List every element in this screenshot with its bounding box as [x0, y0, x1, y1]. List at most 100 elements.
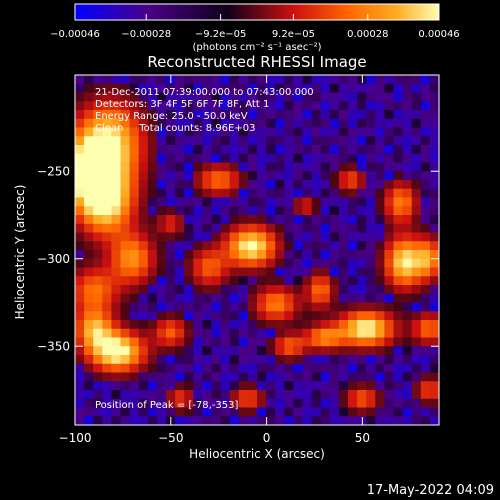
heatmap-cell [311, 153, 322, 163]
heatmap-cell [275, 153, 285, 163]
heatmap-cell [147, 372, 158, 382]
heatmap-cell [84, 241, 94, 251]
heatmap-cell [293, 398, 303, 408]
heatmap-cell [220, 145, 231, 155]
heatmap-cell [184, 355, 194, 365]
heatmap-cell [338, 92, 349, 102]
heatmap-cell [366, 363, 376, 373]
heatmap-cell [129, 407, 140, 417]
heatmap-cell [375, 381, 385, 391]
heatmap-cell [348, 145, 358, 155]
heatmap-cell [147, 153, 158, 163]
heatmap-cell [293, 320, 303, 330]
heatmap-cell [211, 101, 221, 111]
heatmap-cell [302, 346, 312, 356]
heatmap-cell [411, 241, 422, 251]
heatmap-cell [175, 145, 185, 155]
heatmap-cell [275, 276, 285, 286]
heatmap-cell [384, 171, 394, 181]
heatmap-cell [247, 101, 258, 111]
heatmap-cell [229, 398, 240, 408]
heatmap-cell [129, 153, 140, 163]
heatmap-cell [211, 346, 221, 356]
heatmap-cell [229, 101, 240, 111]
heatmap-cell [147, 232, 158, 242]
heatmap-cell [166, 267, 176, 277]
x-axis-ticks: −100 −50 0 50 [59, 75, 370, 445]
heatmap-cell [184, 398, 194, 408]
heatmap-cell [293, 127, 303, 137]
heatmap-cell [420, 153, 431, 163]
heatmap-cell [384, 346, 394, 356]
heatmap-cell [175, 285, 185, 295]
heatmap-cell [257, 92, 267, 102]
heatmap-cell [348, 320, 358, 330]
heatmap-cell [275, 215, 285, 225]
heatmap-cell [84, 416, 94, 426]
heatmap-cell [93, 75, 103, 85]
heatmap-cell [275, 197, 285, 207]
heatmap-cell [275, 390, 285, 400]
heatmap-cell [420, 232, 431, 242]
heatmap-cell [129, 101, 140, 111]
heatmap-cell [147, 145, 158, 155]
heatmap-cell [420, 363, 431, 373]
heatmap-cell [93, 390, 103, 400]
heatmap-cell [320, 232, 331, 242]
heatmap-cell [393, 145, 403, 155]
heatmap-cell [202, 153, 212, 163]
heatmap-cell [84, 153, 94, 163]
heatmap-cell [138, 232, 149, 242]
heatmap-cell [129, 302, 140, 312]
heatmap-cell [193, 416, 203, 426]
heatmap-cell [238, 293, 249, 303]
heatmap-cell [320, 311, 331, 321]
heatmap-cell [320, 390, 331, 400]
heatmap-cell [302, 276, 312, 286]
heatmap-cell [366, 258, 376, 268]
heatmap-cell [193, 127, 203, 137]
heatmap-cell [84, 320, 94, 330]
heatmap-cell [320, 180, 331, 190]
heatmap-cell [93, 346, 103, 356]
heatmap-cell [175, 92, 185, 102]
heatmap-cell [147, 206, 158, 216]
heatmap-cell [411, 127, 422, 137]
heatmap-cell [129, 223, 140, 233]
heatmap-cell [366, 355, 376, 365]
heatmap-cell [311, 407, 322, 417]
heatmap-cell [147, 223, 158, 233]
heatmap-cell [220, 206, 231, 216]
heatmap-cell [375, 75, 385, 85]
heatmap-cell [202, 363, 212, 373]
heatmap-cell [429, 311, 440, 321]
heatmap-cell [275, 267, 285, 277]
heatmap-cell [211, 363, 221, 373]
heatmap-cell [393, 118, 403, 128]
heatmap-cell [357, 267, 367, 277]
heatmap-cell [220, 407, 231, 417]
heatmap-cell [402, 92, 413, 102]
heatmap-cell [75, 215, 85, 225]
heatmap-cell [129, 241, 140, 251]
heatmap-cell [220, 337, 231, 347]
heatmap-cell [275, 162, 285, 172]
heatmap-cell [420, 302, 431, 312]
heatmap-cell [357, 197, 367, 207]
heatmap-cell [93, 145, 103, 155]
heatmap-cell [329, 416, 340, 426]
heatmap-cell [429, 171, 440, 181]
heatmap-cell [275, 407, 285, 417]
heatmap-cell [111, 127, 121, 137]
heatmap-cell [129, 346, 140, 356]
heatmap-cell [384, 223, 394, 233]
heatmap-cell [402, 153, 413, 163]
heatmap-cell [147, 346, 158, 356]
heatmap-cell [111, 215, 121, 225]
heatmap-cell [220, 110, 231, 120]
heatmap-cell [366, 92, 376, 102]
heatmap-cell [102, 127, 112, 137]
heatmap-cell [120, 398, 130, 408]
heatmap-cell [202, 328, 212, 338]
heatmap-cell [338, 118, 349, 128]
